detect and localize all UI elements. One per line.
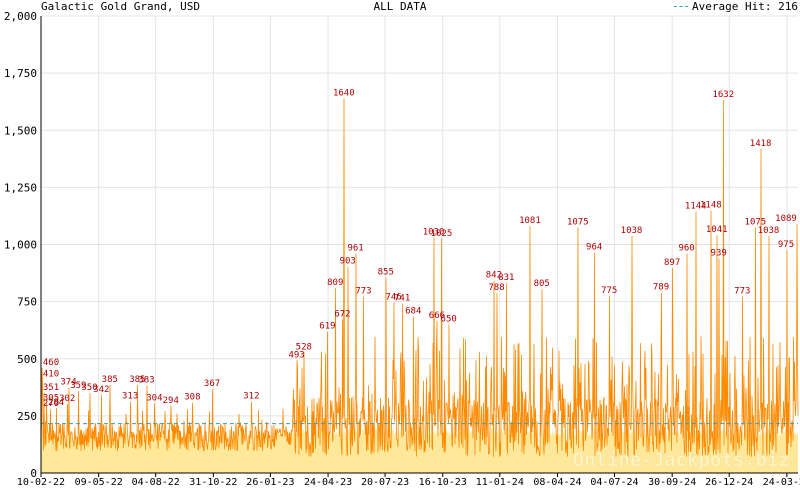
peak-label: 619	[319, 322, 335, 332]
peak-label: 294	[163, 396, 179, 406]
y-tick-label: 2,000	[4, 10, 37, 23]
peak-label: 1030	[423, 228, 445, 238]
chart-subtitle: ALL DATA	[373, 0, 427, 13]
peak-label: 746	[385, 293, 401, 303]
legend-average-label: Average Hit: 216	[692, 0, 798, 13]
peak-label: 975	[778, 240, 794, 250]
peak-label: 342	[93, 385, 109, 395]
peak-label: 1632	[712, 90, 734, 100]
peak-label: 1041	[706, 225, 728, 235]
peak-label: 304	[146, 394, 162, 404]
x-tick-label: 10-02-22	[17, 477, 65, 488]
peak-label: 284	[48, 398, 64, 408]
peak-label: 374	[60, 378, 76, 388]
peak-label: 684	[405, 307, 421, 317]
legend: Average Hit: 216	[674, 0, 798, 13]
peak-label: 789	[653, 283, 669, 293]
peak-label: 788	[488, 283, 504, 293]
peak-label: 842	[486, 271, 502, 281]
peak-label: 1075	[567, 217, 589, 227]
y-tick-label: 250	[17, 410, 37, 423]
peak-label: 650	[441, 314, 457, 324]
peak-label: 1075	[745, 217, 767, 227]
peak-label: 964	[586, 243, 602, 253]
peak-label: 493	[288, 350, 304, 360]
watermark: Online-Jackpots.biz	[573, 449, 790, 471]
peak-label: 855	[378, 268, 394, 278]
peak-label: 1089	[775, 214, 797, 224]
y-tick-label: 0	[30, 467, 37, 480]
x-tick-label: 24-04-23	[304, 477, 352, 488]
x-tick-label: 24-03-25	[763, 477, 800, 488]
peak-label: 313	[122, 391, 138, 401]
peak-label: 1038	[758, 226, 780, 236]
peak-label: 367	[204, 379, 220, 389]
x-tick-label: 04-08-22	[132, 477, 180, 488]
peak-label: 279	[43, 399, 59, 409]
peak-label: 805	[534, 279, 550, 289]
peak-label: 302	[59, 394, 75, 404]
peak-label: 773	[355, 286, 371, 296]
x-tick-label: 16-10-23	[419, 477, 467, 488]
axes: 0 250 500 750 1,000 1,250 1,500 1,750 2,000 10-02…	[4, 10, 800, 488]
chart-title: Galactic Gold Grand, USD	[41, 0, 200, 13]
x-tick-label: 04-07-24	[590, 477, 638, 488]
peak-label: 960	[678, 244, 694, 254]
x-tick-label: 09-05-22	[75, 477, 123, 488]
peak-label: 1640	[333, 88, 355, 98]
peak-label: 666	[429, 311, 445, 321]
peak-label: 773	[734, 286, 750, 296]
x-tick-label: 26-01-23	[246, 477, 294, 488]
peak-label: 1144	[685, 202, 707, 212]
peak-label: 897	[664, 258, 680, 268]
peak-label: 410	[43, 369, 59, 379]
peak-label: 939	[711, 248, 727, 258]
peak-labels: 4604103513052792843023743593503423853133…	[43, 88, 797, 409]
x-tick-label: 11-01-24	[476, 477, 524, 488]
peak-label: 528	[296, 342, 312, 352]
peak-label: 350	[81, 383, 97, 393]
peak-label: 1418	[750, 139, 772, 149]
peak-label: 460	[43, 358, 59, 368]
y-tick-label: 1,250	[4, 181, 37, 194]
x-tick-label: 30-09-24	[648, 477, 696, 488]
peak-label: 961	[347, 243, 363, 253]
peak-label: 312	[243, 392, 259, 402]
peak-label: 775	[601, 286, 617, 296]
y-tick-label: 500	[17, 353, 37, 366]
peak-label: 385	[102, 375, 118, 385]
peak-label: 831	[498, 273, 514, 283]
peak-label: 903	[340, 257, 356, 267]
x-tick-label: 26-12-24	[705, 477, 753, 488]
peak-label: 672	[334, 309, 350, 319]
x-tick-label: 08-04-24	[533, 477, 581, 488]
peak-label: 359	[70, 381, 86, 391]
peak-label: 1148	[700, 201, 722, 211]
jackpot-series	[40, 98, 799, 473]
peak-label: 385	[129, 375, 145, 385]
peak-label: 1081	[519, 216, 541, 226]
x-tick-label: 31-10-22	[189, 477, 237, 488]
peak-label: 351	[43, 383, 59, 393]
series-fill	[41, 427, 798, 473]
peak-label: 305	[43, 393, 59, 403]
peak-label: 308	[184, 393, 200, 403]
y-tick-label: 1,000	[4, 239, 37, 252]
y-tick-label: 1,750	[4, 67, 37, 80]
peak-label: 1038	[621, 226, 643, 236]
legend-average-swatch	[674, 6, 689, 7]
y-tick-label: 750	[17, 296, 37, 309]
y-tick-label: 1,500	[4, 124, 37, 137]
peak-label: 741	[394, 294, 410, 304]
x-tick-label: 20-07-23	[361, 477, 409, 488]
peak-label: 1025	[431, 229, 453, 239]
peak-label: 809	[327, 278, 343, 288]
peak-label: 383	[138, 375, 154, 385]
